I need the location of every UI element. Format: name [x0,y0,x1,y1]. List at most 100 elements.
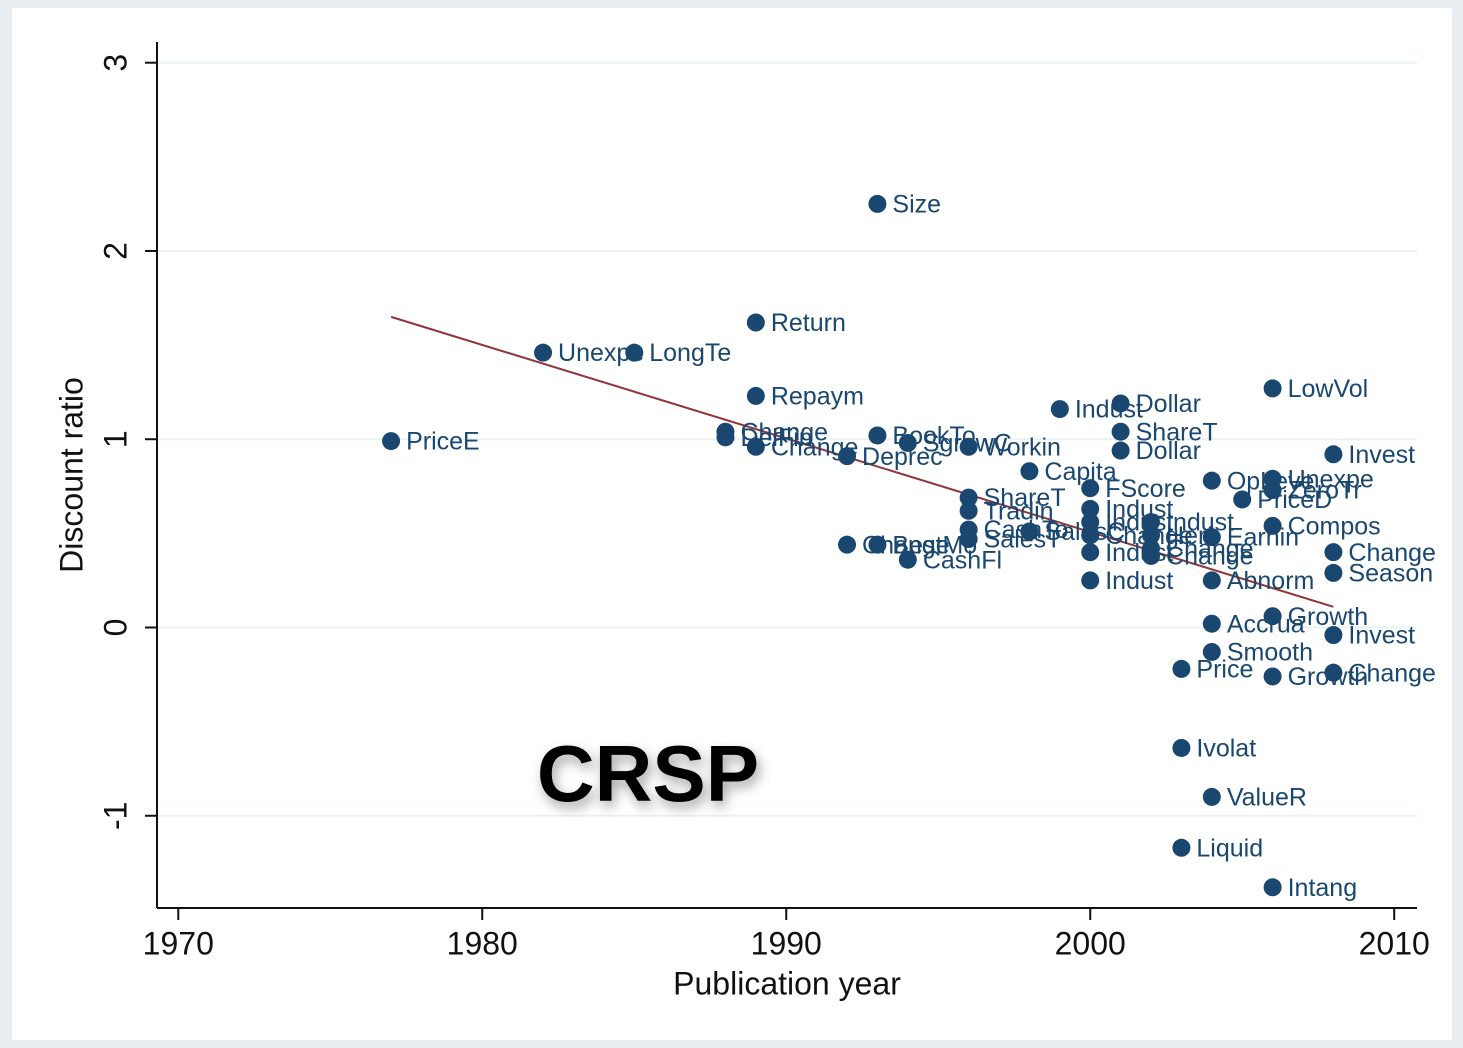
point-label: Change [1348,539,1436,567]
point [1263,607,1282,626]
point [1202,528,1221,547]
point [625,343,644,362]
point [1111,441,1130,460]
x-axis-title: Publication year [673,965,901,1001]
point-label: PriceE [406,428,480,456]
point [1081,543,1100,562]
point-label: Accrua [1227,610,1305,638]
point-label: Capita [1044,458,1116,486]
point-label: Growth [1288,603,1369,631]
point-label: Invest [1348,622,1415,650]
point [746,386,765,405]
point-label: Workin [984,433,1061,461]
point [959,501,978,520]
y-tick-label: -1 [97,802,133,830]
fit-layer [390,315,1334,608]
point-label: Tradin [984,497,1054,525]
x-tick-label: 2000 [1055,925,1126,961]
point-label: ShareT [984,484,1066,512]
point-label: Change [1166,543,1254,571]
point [868,426,887,445]
point [1142,546,1161,565]
point [1324,563,1343,582]
point [1202,471,1221,490]
point-label: Deprec [862,443,943,471]
point [1263,878,1282,897]
point-label: Indust [1075,396,1143,424]
fit-line [390,315,1334,608]
point-label: Repaym [771,383,864,411]
point [1020,462,1039,481]
point-label: ShareT [1136,418,1218,446]
point [716,428,735,447]
point-label: Compos [1288,512,1381,540]
point [534,343,553,362]
point-label: LongTe [649,339,731,367]
point [1081,513,1100,532]
point [838,447,857,466]
point-label: FScore [1105,475,1186,503]
x-tick-label: 1970 [143,925,214,961]
point [1020,522,1039,541]
point [1324,663,1343,682]
point [1263,516,1282,535]
point-label: ZeroTr [1288,477,1362,505]
point-label: Size [892,191,941,219]
point [898,550,917,569]
x-tick-label: 1990 [751,925,822,961]
point-label: LowVol [1288,375,1369,403]
point-label: Indust [1105,509,1173,537]
point-label: Price [1196,656,1253,684]
point-label: Abnorm [1227,567,1315,595]
point-label: Earnin [1227,524,1299,552]
point-label: Unexpe [1288,465,1374,493]
annotation: CRSP [537,729,759,818]
point [959,488,978,507]
point-label: ValueR [1227,784,1307,812]
point-label: Invest [1348,441,1415,469]
point-label: Intang [1288,874,1358,902]
point [1324,445,1343,464]
point [382,432,401,451]
point [1172,659,1191,678]
point-label: Liquid [1196,834,1263,862]
point [868,535,887,554]
point [1172,738,1191,757]
point [1081,499,1100,518]
point [838,535,857,554]
point [746,313,765,332]
point-label: Dollar [1136,437,1201,465]
point [1202,614,1221,633]
point [868,194,887,213]
point [1263,667,1282,686]
point [1050,400,1069,419]
point-label: Indust [1105,539,1173,567]
point-label: Indust [1105,567,1173,595]
point-label: Change [1348,659,1436,687]
point [959,530,978,549]
panel [12,8,1452,1040]
point [1142,526,1161,545]
point [1111,394,1130,413]
y-axis-title: Discount ratio [53,377,89,573]
point [1142,513,1161,532]
point [1202,787,1221,806]
point-label: Return [771,309,846,337]
point-label: CashFl [923,546,1002,574]
point [1081,479,1100,498]
point-label: Indust [1105,495,1173,523]
point-label: Smooth [1227,639,1313,667]
point [1202,571,1221,590]
point [1111,422,1130,441]
point-label: Indust [1166,509,1234,537]
y-tick-label: 0 [97,619,133,637]
x-tick-label: 2010 [1359,925,1430,961]
point-label: Ivolat [1196,735,1256,763]
point-label: Dollar [1136,390,1201,418]
point [1263,481,1282,500]
point [898,433,917,452]
point [1263,379,1282,398]
